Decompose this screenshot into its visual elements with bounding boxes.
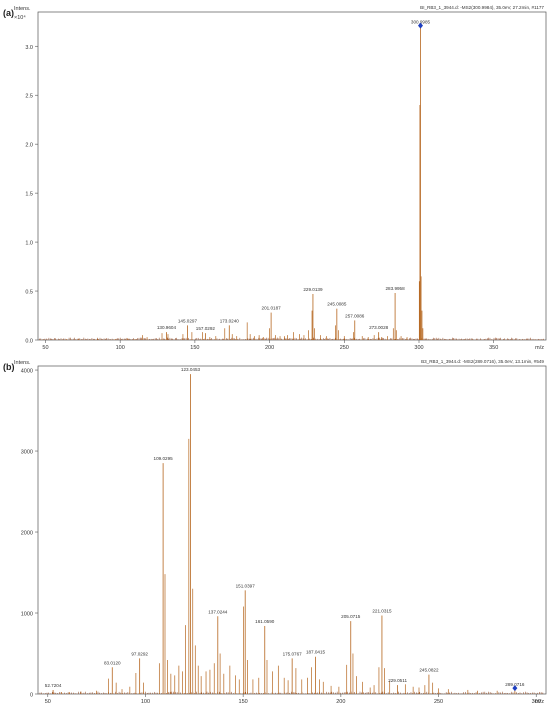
x-axis-label: m/z [535,345,544,351]
y-tick-label: 0 [30,693,33,699]
spectrum-panel-b: (b) 0 1000 2000 3000 4000 50 100 150 200 250 300 In… [0,354,550,706]
peak-label: 245.0822 [419,668,439,673]
x-axis-label: m/z [535,699,544,705]
plot-frame [37,365,547,695]
x-tick-label: 300 [532,699,541,705]
peak-label: 109.0295 [154,456,174,461]
precursor-marker [417,22,423,29]
x-tick-label: 200 [265,345,274,351]
spectrum-chart-a: 0.0 0.5 1.0 1.5 2.0 2.5 3.0 50 100 150 200 250 300 35… [14,5,547,351]
y-tick-label: 2.0 [25,143,33,149]
peak-label: 123.0453 [181,367,201,372]
spectrum-chart-b: 0 1000 2000 3000 4000 50 100 150 200 250 300 Intens… [14,359,547,705]
x-tick-label: 300 [414,345,423,351]
peak-label: 83.0120 [104,660,121,665]
x-tick-label: 350 [489,345,498,351]
y-axis-label: Intens. [14,6,31,12]
peak-label: 52.7204 [45,683,62,688]
peak-label: 221.0315 [372,608,392,613]
peak-label: 283.9958 [386,286,406,291]
y-tick-label: 1.0 [25,241,33,247]
panel-label-a: (a) [3,8,14,18]
panel-label-b: (b) [3,362,15,372]
x-tick-label: 100 [116,345,125,351]
y-tick-label: 2000 [21,531,33,537]
y-exponent-label: ×10⁴ [14,14,26,21]
x-tick-label: 50 [45,699,51,705]
peak-label: 201.0187 [262,306,282,311]
y-tick-label: 0.5 [25,290,33,296]
x-tick-label: 150 [239,699,248,705]
y-tick-label: 2.5 [25,94,33,100]
peak-label: 151.0397 [236,583,256,588]
peak-label: 300.9985 [411,20,431,25]
spectrum-panel-a: (a) 0.0 0.5 1.0 1.5 2.0 2.5 3.0 50 100 150 200 250 3… [0,0,550,352]
peak-label: 273.0028 [369,325,389,330]
peak-label: 245.0085 [327,302,347,307]
plot-frame [37,11,547,341]
y-tick-label: 1.5 [25,192,33,198]
y-tick-label: 3000 [21,450,33,456]
peak-label: 145.0297 [178,318,198,323]
x-tick-label: 200 [336,699,345,705]
precursor-marker [512,685,518,692]
peak-label: 229.0139 [303,287,323,292]
peak-label: 289.0716 [505,682,525,687]
peak-label: 161.0590 [255,619,275,624]
x-tick-label: 50 [42,345,48,351]
y-axis-label: Intens. [14,360,31,366]
peak-label: 187.0415 [306,650,326,655]
x-tick-label: 250 [340,345,349,351]
peak-label: 175.0767 [283,651,303,656]
peak-label: 257.0086 [345,313,365,318]
spectrum-header: B3_RB3_1_3944.d: -MS2(289.0716), 35.0eV,… [421,359,544,364]
peak-label: 205.0715 [341,614,361,619]
x-tick-label: 150 [190,345,199,351]
y-tick-label: 3.0 [25,45,33,51]
y-tick-label: 0.0 [25,339,33,345]
peak-label: 173.0240 [220,318,240,323]
peak-label: 130.9604 [157,325,177,330]
peak-label: 97.0292 [131,651,148,656]
x-tick-label: 100 [141,699,150,705]
y-tick-label: 4000 [21,369,33,375]
peak-label: 137.0244 [208,609,228,614]
y-tick-label: 1000 [21,612,33,618]
peak-label: 229.0511 [388,678,407,683]
peak-label: 157.0292 [196,326,216,331]
x-tick-label: 250 [434,699,443,705]
spectrum-header: BI_RB3_1_3944.d: -MS2(300.9984), 35.0eV,… [420,5,544,10]
